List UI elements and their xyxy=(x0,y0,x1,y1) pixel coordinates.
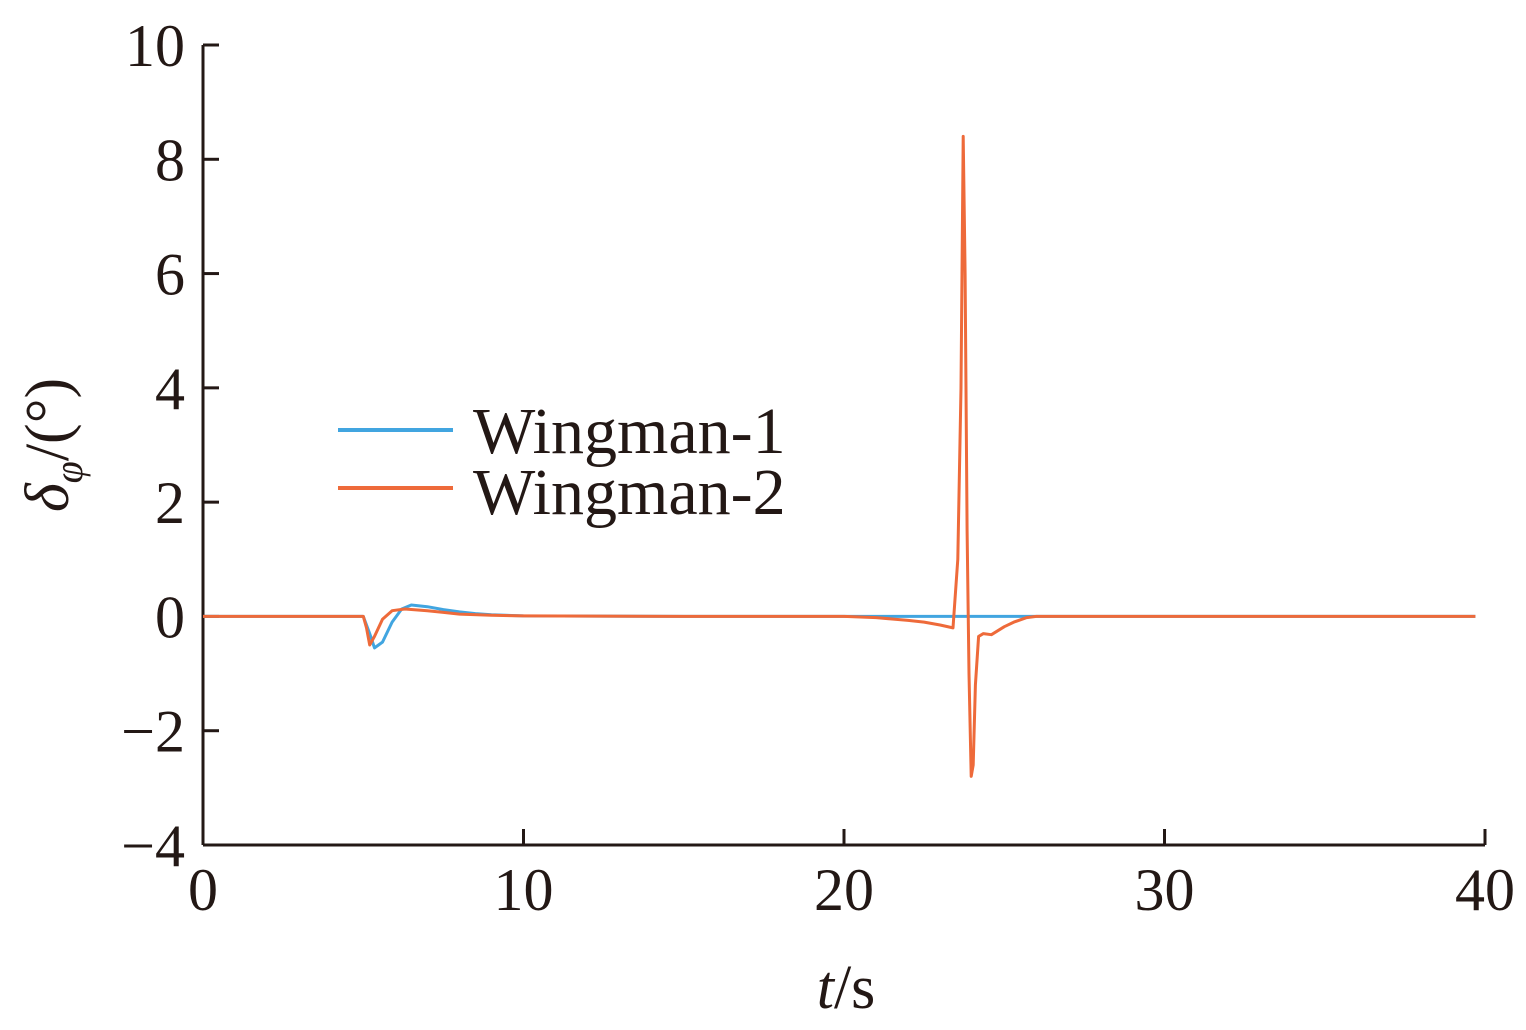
x-axis-label-unit: /s xyxy=(834,954,875,1022)
y-tick-label: 2 xyxy=(155,470,185,536)
y-tick-label: −4 xyxy=(121,813,185,879)
legend-label-wingman-1: Wingman-1 xyxy=(473,395,786,468)
legend: Wingman-1 Wingman-2 xyxy=(338,395,786,529)
y-axis-label-symbol: δ xyxy=(14,482,82,512)
y-axis-label-subscript: φ xyxy=(46,461,91,483)
y-tick-label: 10 xyxy=(125,13,185,79)
y-axis-label-unit: /(°) xyxy=(14,378,82,461)
y-ticks: −4 −2 0 2 4 6 8 10 xyxy=(121,13,219,879)
x-ticks: 0 10 20 30 40 xyxy=(188,829,1515,923)
y-tick-label: 8 xyxy=(155,127,185,193)
y-axis-label: δφ/(°) xyxy=(14,378,91,512)
y-tick-label: 0 xyxy=(155,584,185,650)
x-tick-label: 20 xyxy=(814,857,874,923)
y-tick-label: 4 xyxy=(155,356,185,422)
series-layer xyxy=(203,134,1476,778)
y-tick-label: 6 xyxy=(155,242,185,308)
x-tick-label: 30 xyxy=(1135,857,1195,923)
series-line-wingman-2 xyxy=(203,134,1476,778)
series-line-wingman-1 xyxy=(203,603,1476,650)
x-tick-label: 10 xyxy=(494,857,554,923)
x-axis-label: t/s xyxy=(817,954,876,1022)
legend-label-wingman-2: Wingman-2 xyxy=(473,456,786,529)
x-tick-label: 40 xyxy=(1455,857,1515,923)
x-tick-label: 0 xyxy=(188,857,218,923)
y-tick-label: −2 xyxy=(121,699,185,765)
x-axis-label-variable: t xyxy=(817,954,836,1022)
